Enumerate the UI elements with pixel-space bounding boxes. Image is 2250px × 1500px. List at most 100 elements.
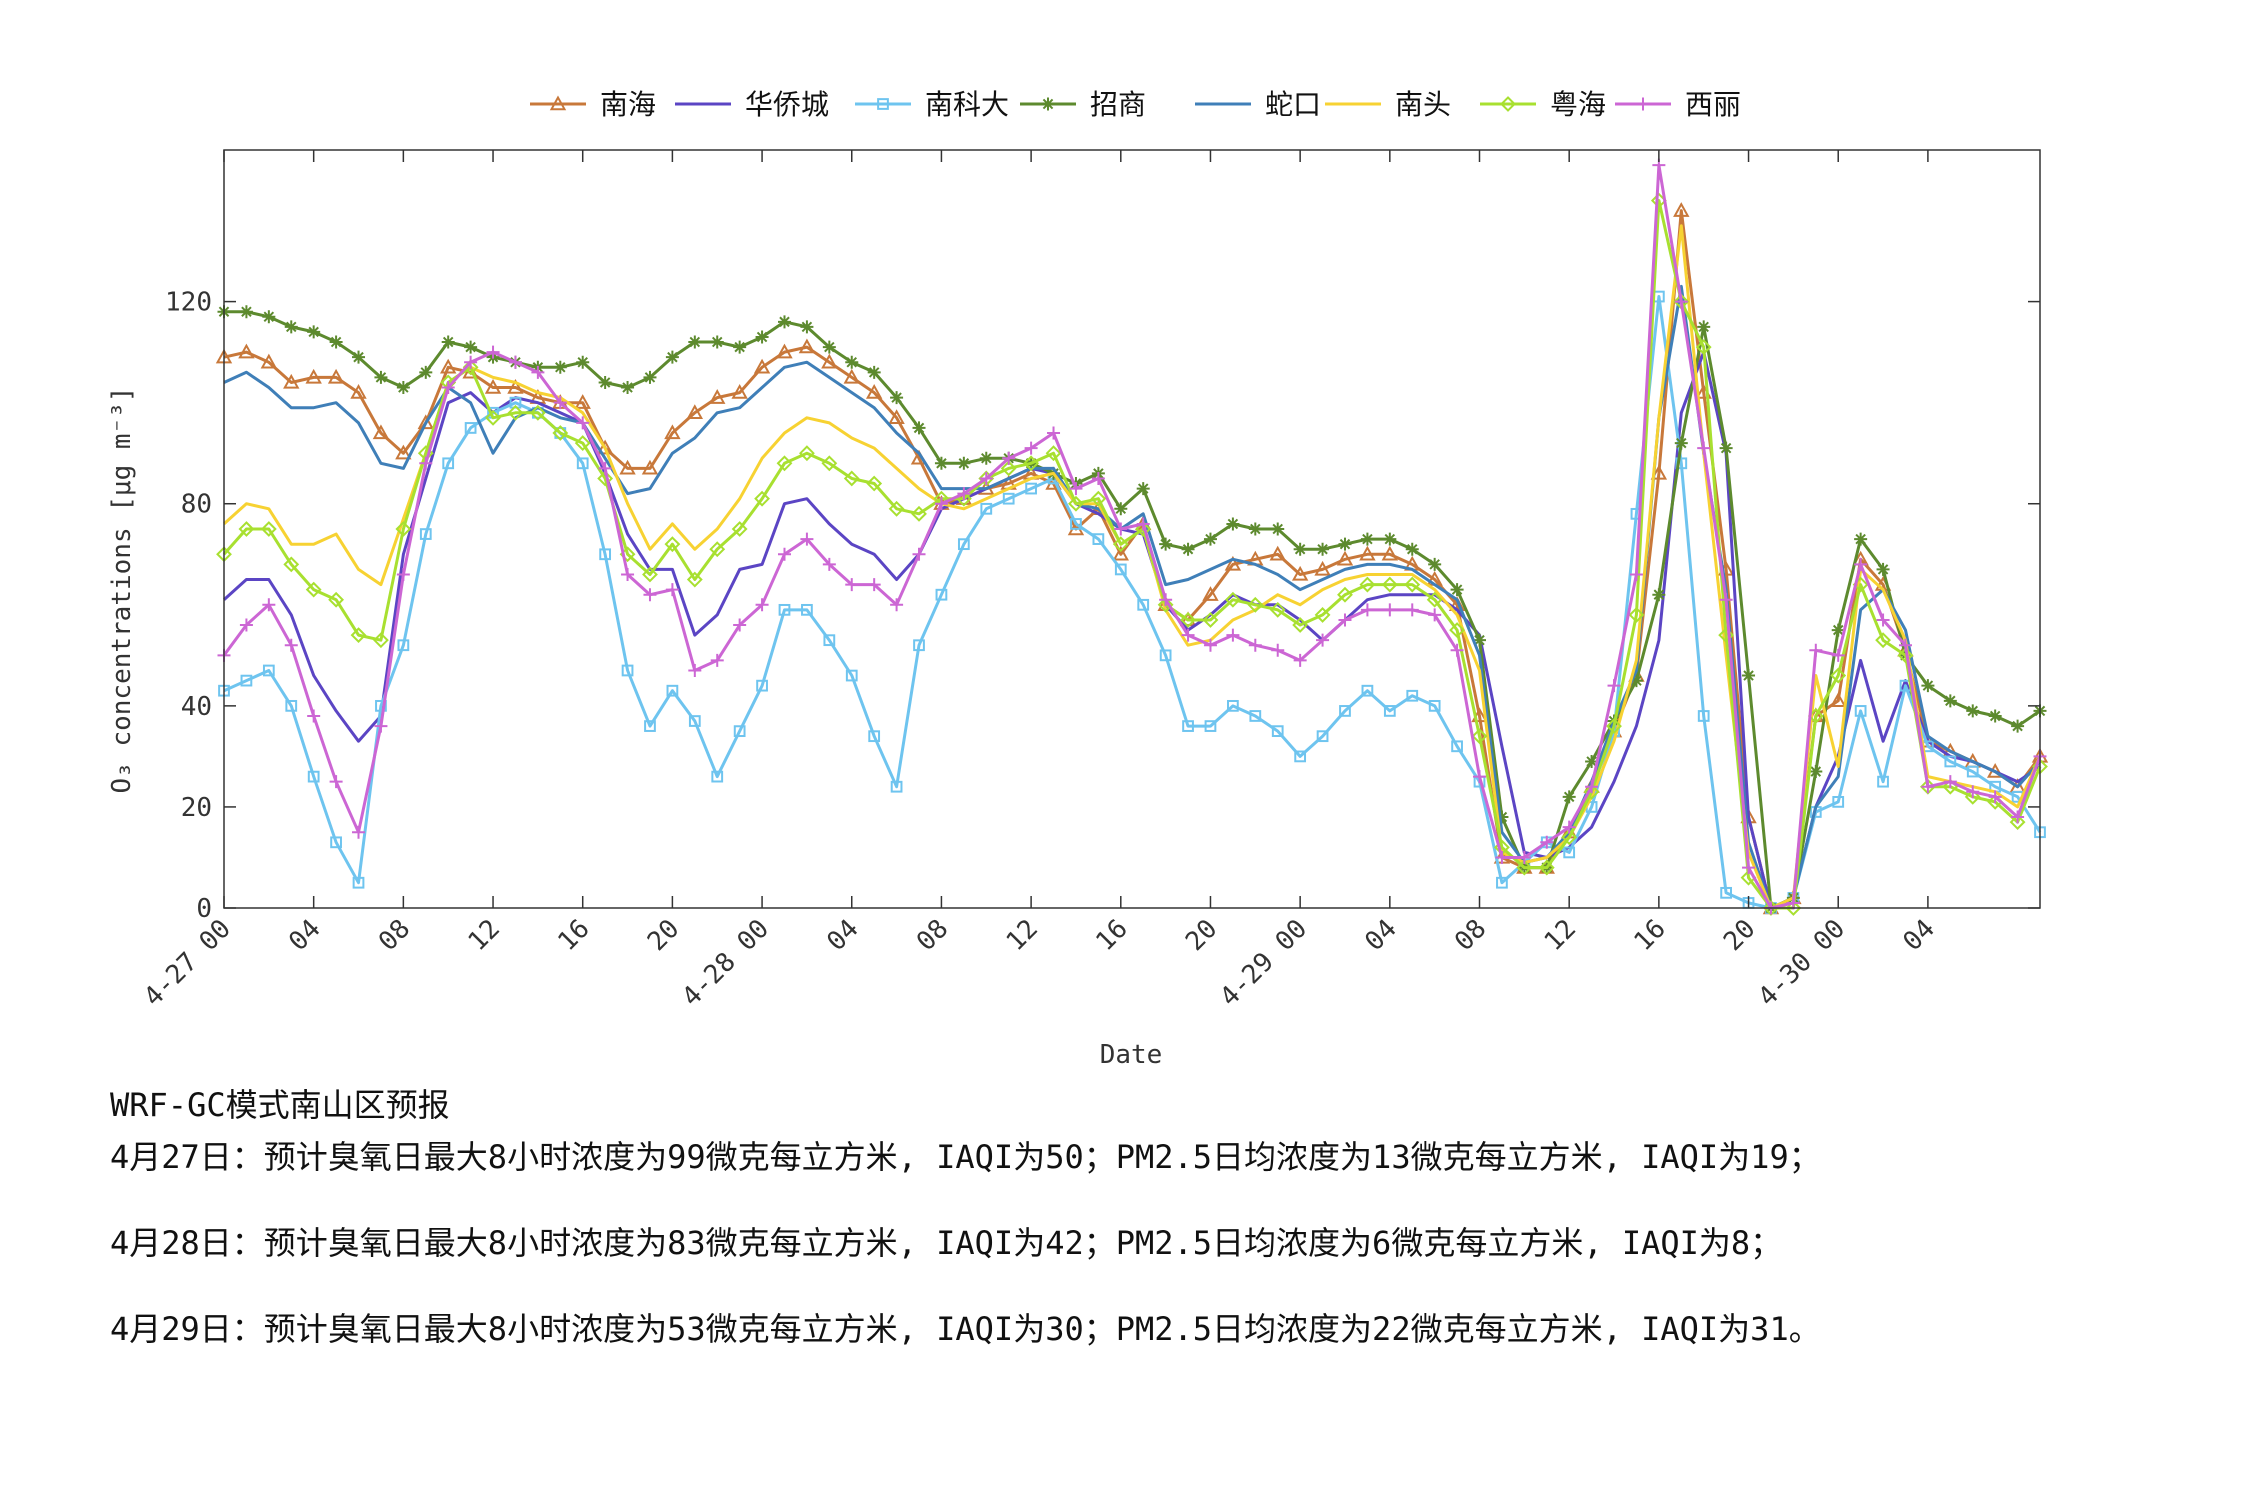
- data-point: [1673, 202, 1690, 217]
- data-point: [486, 345, 500, 359]
- data-point: [843, 368, 860, 384]
- x-tick-label: 16: [1090, 914, 1133, 957]
- data-point: [1495, 810, 1509, 824]
- data-point: [2011, 719, 2025, 733]
- data-point: [1809, 643, 1823, 657]
- data-point: [1227, 699, 1239, 712]
- data-point: [912, 421, 926, 435]
- data-point: [1404, 576, 1421, 593]
- data-point: [709, 541, 726, 558]
- data-point: [1359, 576, 1376, 593]
- data-point: [305, 368, 322, 384]
- data-point: [1606, 718, 1622, 734]
- data-point: [1203, 532, 1217, 546]
- data-point: [1336, 550, 1354, 566]
- data-point: [350, 384, 367, 399]
- data-point: [1202, 586, 1219, 601]
- data-point: [821, 455, 838, 472]
- data-point: [710, 335, 724, 349]
- data-point: [397, 639, 410, 652]
- data-point: [980, 502, 993, 515]
- series-华侨城: [222, 350, 2041, 910]
- data-point: [238, 521, 255, 537]
- data-point: [439, 358, 457, 374]
- data-point: [621, 567, 635, 581]
- data-point: [1292, 617, 1309, 633]
- data-point: [1157, 596, 1174, 613]
- data-point: [1742, 861, 1756, 875]
- data-point: [1675, 457, 1688, 470]
- data-point: [395, 521, 412, 537]
- data-point: [1496, 876, 1508, 889]
- data-point: [1898, 638, 1912, 652]
- data-point: [1674, 295, 1688, 309]
- data-point: [529, 404, 546, 421]
- data-point: [1674, 436, 1688, 450]
- legend-label: 南海: [600, 88, 656, 121]
- legend-item: 华侨城: [675, 88, 829, 121]
- data-point: [890, 780, 903, 793]
- data-point: [1876, 613, 1890, 627]
- data-point: [576, 416, 590, 430]
- data-point: [843, 470, 860, 487]
- data-point: [1471, 728, 1488, 745]
- data-point: [1697, 320, 1711, 334]
- data-point: [1563, 846, 1576, 859]
- data-point: [240, 674, 253, 687]
- data-point: [641, 459, 659, 475]
- data-point: [710, 653, 724, 667]
- data-point: [1450, 643, 1464, 657]
- legend-item: 南海: [530, 88, 656, 121]
- data-point: [666, 684, 679, 697]
- legend-label: 招商: [1090, 88, 1146, 121]
- data-point: [979, 471, 993, 485]
- legend-label: 南科大: [925, 88, 1009, 121]
- data-point: [396, 381, 410, 395]
- data-point: [776, 455, 793, 472]
- data-point: [688, 663, 702, 677]
- data-point: [1047, 426, 1061, 440]
- data-point: [664, 424, 681, 440]
- data-point: [1025, 482, 1037, 495]
- data-point: [1540, 835, 1554, 849]
- legend-item: 南科大: [855, 88, 1009, 121]
- data-point: [576, 355, 590, 369]
- data-point: [328, 591, 345, 608]
- data-point: [599, 548, 612, 561]
- data-point: [888, 500, 905, 517]
- data-point: [2011, 810, 2025, 824]
- data-point: [1562, 790, 1576, 804]
- data-point: [1585, 780, 1599, 794]
- data-point: [1316, 633, 1330, 647]
- data-point: [619, 459, 636, 475]
- data-point: [778, 603, 791, 616]
- series-line: [223, 209, 2042, 910]
- data-point: [621, 664, 634, 677]
- data-point: [1629, 674, 1643, 688]
- data-point: [2009, 814, 2026, 831]
- data-point: [485, 409, 501, 426]
- data-point: [755, 598, 769, 612]
- data-point: [1224, 591, 1241, 608]
- data-point: [934, 456, 948, 470]
- forecast-line-0428: 4月28日：预计臭氧日最大8小时浓度为83微克每立方米, IAQI为42；PM2…: [110, 1224, 1783, 1262]
- data-point: [1316, 542, 1330, 556]
- data-point: [1720, 886, 1732, 899]
- data-point: [756, 679, 768, 692]
- data-point: [1002, 492, 1015, 505]
- data-point: [598, 461, 612, 475]
- data-point: [1854, 532, 1868, 546]
- forecast-line-0429: 4月29日：预计臭氧日最大8小时浓度为53微克每立方米, IAQI为30；PM2…: [110, 1310, 1821, 1348]
- data-point: [643, 370, 657, 384]
- plot-frame: [223, 149, 2041, 909]
- data-point: [1159, 593, 1173, 607]
- data-point: [733, 340, 747, 354]
- series-line: [222, 199, 2042, 910]
- data-point: [1180, 612, 1196, 628]
- data-point: [1202, 612, 1219, 628]
- data-point: [1785, 900, 1802, 916]
- data-point: [1943, 775, 1957, 789]
- data-point: [262, 664, 275, 677]
- y-tick-label: 20: [181, 793, 212, 823]
- data-point: [979, 451, 993, 465]
